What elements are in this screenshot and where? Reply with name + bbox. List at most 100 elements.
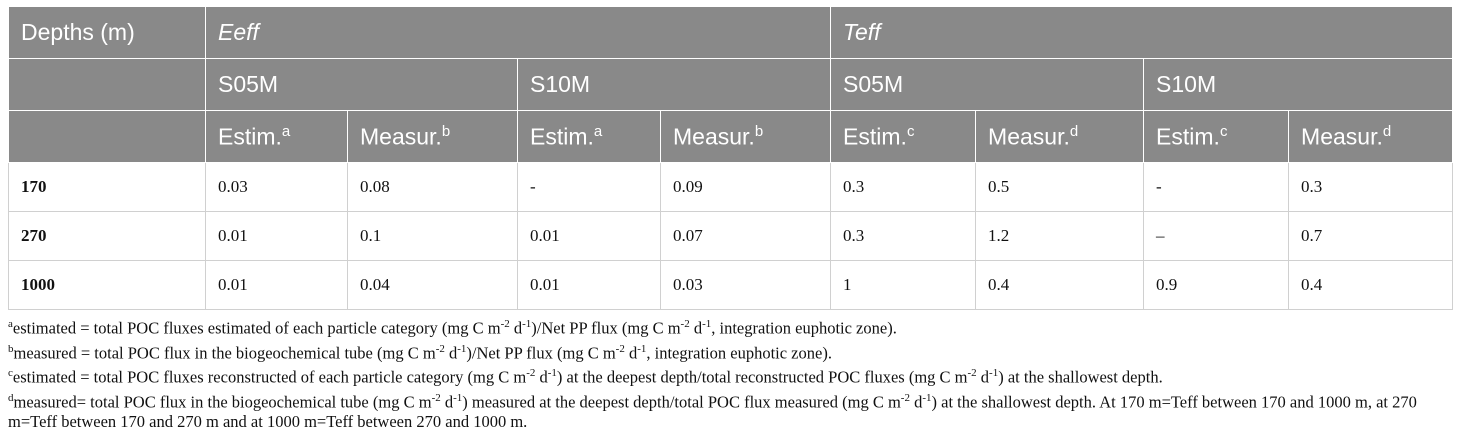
footnote-sup: d [8, 391, 14, 404]
footnote-text: d [624, 343, 638, 362]
footnote-text: d [909, 392, 923, 411]
body-cell: 0.1 [347, 211, 518, 261]
footnote-sup: -1 [547, 367, 557, 379]
table-wrap: Depths (m) Eeff Teff S05M S10M S05M S10M Estim.… [8, 6, 1454, 310]
header-cell: Measur.d [975, 110, 1145, 163]
footnote-text: ) at the shallowest depth. At 170 m=Teff… [8, 392, 1417, 431]
header-text: Teff [843, 19, 881, 45]
footnote-text: )/Net PP flux (mg C m [466, 343, 616, 362]
header-cell: S10M [1143, 58, 1454, 111]
footnote-text: measured = total POC flux in the biogeoc… [13, 343, 436, 362]
body-cell: 0.3 [830, 162, 977, 212]
footnote-sup: b [8, 342, 14, 355]
header-cell: S05M [205, 58, 518, 111]
footnote: dmeasured= total POC flux in the biogeoc… [8, 388, 1452, 433]
body-cell: 0.09 [659, 162, 832, 212]
footnote-text: , integration euphotic zone). [711, 318, 897, 338]
footnote-sup: -2 [967, 367, 977, 379]
body-cell: 170 [8, 162, 206, 212]
footnote-text: d [535, 367, 548, 387]
footnote-text: ) at the shallowest depth. [998, 367, 1163, 387]
header-cell [8, 58, 206, 111]
header-cell: S10M [516, 58, 832, 111]
body-cell: 1 [830, 260, 977, 310]
header-row: S05M S10M S05M S10M [8, 58, 1454, 111]
footnote-sup: -2 [680, 318, 690, 330]
body-cell: 0.3 [830, 211, 977, 261]
footnote: aestimated = total POC fluxes estimated … [8, 314, 1452, 339]
header-text: S10M [530, 71, 591, 97]
body-cell: – [1143, 211, 1290, 261]
header-cell: Measur.b [347, 110, 518, 163]
header-text: Estim. [843, 123, 907, 150]
footnote-text: , integration euphotic zone). [646, 343, 832, 362]
header-cell: Estim.c [1143, 110, 1290, 163]
header-row: Estim.a Measur.b Estim.a Measur.b Estim.c Mea… [8, 110, 1454, 163]
body-cell: 0.03 [205, 162, 348, 212]
body-cell: 0.4 [975, 260, 1145, 310]
header-cell: Estim.a [517, 110, 661, 163]
body-cell: 0.08 [347, 162, 518, 212]
body-cell: 0.3 [1288, 162, 1454, 212]
body-cell: 0.9 [1143, 260, 1290, 310]
footnote-text: d [440, 392, 454, 411]
body-cell: 0.01 [205, 260, 348, 310]
header-cell: Measur.b [659, 110, 832, 163]
header-text: Estim. [1156, 123, 1220, 150]
footnote: cestimated = total POC fluxes reconstruc… [8, 363, 1452, 388]
header-text: S05M [218, 71, 279, 97]
footnote: bmeasured = total POC flux in the biogeo… [8, 339, 1452, 364]
header-row: Depths (m) Eeff Teff [8, 6, 1454, 59]
header-cell: Measur.d [1288, 110, 1454, 163]
body-cell: 0.03 [659, 260, 832, 310]
footnote-text: d [976, 367, 990, 387]
header-text: Measur. [988, 123, 1070, 150]
header-cell [8, 110, 206, 163]
header-text: S10M [1156, 71, 1217, 97]
body-cell: 0.01 [205, 211, 348, 261]
footnote-sup: -2 [435, 342, 445, 355]
body-cell: - [517, 162, 661, 212]
footnote-text: estimated = total POC fluxes estimated o… [12, 318, 501, 338]
body-cell: 0.4 [1288, 260, 1454, 310]
footnote-sup: -1 [453, 391, 463, 404]
footnote-sup: -1 [637, 342, 647, 355]
footnotes: aestimated = total POC fluxes estimated … [8, 314, 1452, 432]
footnote-text: )/Net PP flux (mg C m [531, 318, 681, 338]
header-text: Measur. [673, 123, 755, 150]
header-text: Estim. [530, 123, 594, 150]
header-sup: a [281, 122, 291, 140]
header-text: Measur. [360, 123, 442, 150]
header-text: Estim. [218, 123, 282, 150]
footnote-sup: -2 [615, 342, 625, 355]
header-sup: d [1382, 122, 1392, 140]
header-cell: Teff [830, 6, 1454, 59]
header-text: Measur. [1301, 123, 1383, 150]
footnote-sup: -1 [457, 342, 467, 355]
footnote-sup: -2 [500, 318, 510, 330]
header-text: Depths (m) [21, 19, 135, 45]
body-cell: 1.2 [975, 211, 1145, 261]
body-cell: 1000 [8, 260, 206, 310]
footnote-sup: -1 [922, 391, 932, 404]
body-row: 170 0.03 0.08-0.09 0.3 0.5-0.3 [8, 162, 1454, 212]
footnote-text: estimated = total POC fluxes reconstruct… [12, 367, 527, 387]
body-cell: 0.01 [517, 260, 661, 310]
header-cell: Eeff [204, 6, 832, 59]
header-sup: c [1219, 122, 1228, 140]
header-sup: b [441, 122, 451, 140]
footnote-sup: -2 [526, 367, 536, 379]
footnote-text: ) at the deepest depth/total reconstruct… [556, 367, 968, 387]
body-cell: - [1143, 162, 1290, 212]
header-text: Eeff [218, 19, 259, 45]
footnote-text: d [509, 318, 523, 338]
header-cell: Estim.c [830, 110, 977, 163]
header-cell: Depths (m) [8, 6, 206, 59]
footnote-sup: c [8, 367, 13, 379]
footnote-text: d [689, 318, 703, 338]
body-row: 1000 0.01 0.04 0.01 0.03 1 0.4 0.9 0.4 [8, 260, 1454, 310]
footnote-text: d [444, 343, 458, 362]
header-sup: b [754, 122, 764, 140]
header-sup: d [1069, 122, 1079, 140]
footnote-sup: a [8, 318, 13, 330]
